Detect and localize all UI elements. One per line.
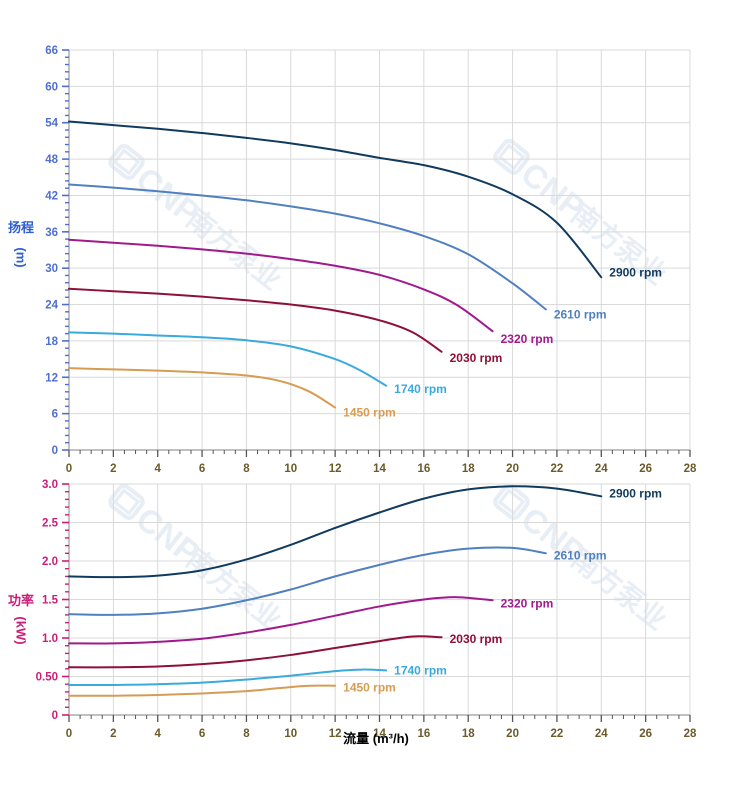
head-flow-chart: CNP 南方泵业 CNP 南方泵业 0 2 4 6 8 10 12 14 16 18 20 22 24 26 28 0… (4, 45, 697, 475)
x-tick-label: 16 (417, 463, 430, 475)
x-tick-label: 28 (684, 463, 697, 475)
x-tick-label: 22 (551, 728, 564, 740)
power-axis-title-unit: (kW) (13, 616, 29, 645)
x-tick-label: 24 (595, 463, 608, 475)
series-label: 2610 rpm (554, 548, 607, 562)
series-curve (68, 485, 603, 579)
x-tick-label: 4 (155, 463, 162, 475)
head-axis-title-cn: 扬程 (7, 220, 34, 235)
x-tick-label: 12 (329, 728, 342, 740)
x-tick-label: 20 (506, 728, 519, 740)
x-tick-label: 4 (155, 728, 162, 740)
series-curve (68, 120, 603, 279)
power-flow-chart: CNP 南方泵业 CNP 南方泵业 0 2 4 6 8 10 12 14 16 18 20 22 24 26 28 0… (0, 470, 752, 760)
y-tick-label: 36 (45, 227, 58, 239)
y-axis-ticks: 0 6 12 18 24 30 36 42 48 54 60 66 (45, 45, 69, 457)
x-tick-label: 8 (243, 728, 250, 740)
head-axis-title: 扬程 (m) (4, 205, 38, 268)
series-label: 1450 rpm (343, 681, 396, 695)
power-axis-title: 功率 (kW) (4, 578, 38, 645)
x-tick-label: 0 (66, 728, 72, 740)
series-label: 2320 rpm (501, 332, 554, 346)
y-tick-label: 66 (45, 45, 58, 57)
y-tick-label: 2.0 (42, 556, 58, 568)
series-curve (68, 287, 443, 353)
x-tick-label: 10 (284, 728, 297, 740)
y-tick-label: 2.5 (42, 518, 59, 530)
series-curve (68, 684, 337, 697)
x-tick-label: 22 (551, 463, 564, 475)
y-tick-label: 1.5 (42, 595, 59, 607)
series-curve (68, 183, 547, 311)
x-tick-label: 0 (66, 463, 72, 475)
series-label: 2030 rpm (450, 632, 503, 646)
x-tick-label: 20 (506, 463, 519, 475)
series-curve (68, 635, 443, 669)
head-axis-title-unit: (m) (13, 247, 29, 268)
x-tick-label: 16 (417, 728, 430, 740)
x-axis-ticks: 0 2 4 6 8 10 12 14 16 18 20 22 24 26 28 (66, 715, 697, 740)
y-tick-label: 0.50 (36, 672, 58, 684)
series-curve (68, 546, 547, 616)
series-curve (68, 367, 337, 409)
x-tick-label: 26 (639, 728, 652, 740)
x-tick-label: 8 (243, 463, 250, 475)
x-tick-label: 14 (373, 463, 386, 475)
series-label: 1450 rpm (343, 406, 396, 420)
series-group: 2900 rpm 2610 rpm 2320 rpm 2030 rpm 1740 rpm… (68, 485, 662, 697)
y-tick-label: 48 (45, 154, 58, 166)
y-tick-label: 18 (45, 336, 58, 348)
y-tick-label: 60 (45, 81, 58, 93)
y-tick-label: 0 (52, 710, 58, 722)
y-tick-label: 0 (52, 445, 58, 457)
x-axis-ticks: 0 2 4 6 8 10 12 14 16 18 20 22 24 26 28 (66, 450, 697, 475)
y-tick-label: 12 (45, 372, 58, 384)
series-curve (68, 331, 388, 387)
series-label: 2900 rpm (609, 265, 662, 279)
series-curve (68, 596, 494, 645)
y-axis-ticks: 0 0.50 1.0 1.5 2.0 2.5 3.0 (36, 479, 69, 722)
x-tick-label: 6 (199, 728, 205, 740)
y-tick-label: 42 (45, 190, 58, 202)
x-axis-title: 流量 (m³/h) (343, 731, 409, 746)
x-tick-label: 14 (373, 728, 386, 740)
y-tick-label: 6 (52, 409, 58, 421)
series-curve (68, 238, 494, 333)
x-tick-label: 2 (110, 463, 116, 475)
x-tick-label: 2 (110, 728, 116, 740)
gridlines (69, 483, 691, 715)
x-tick-label: 26 (639, 463, 652, 475)
x-tick-label: 18 (462, 463, 475, 475)
series-label: 2320 rpm (501, 596, 554, 610)
y-tick-label: 54 (45, 118, 58, 130)
x-tick-label: 10 (284, 463, 297, 475)
series-curve (68, 668, 388, 687)
series-label: 1740 rpm (394, 663, 447, 677)
series-label: 2900 rpm (609, 486, 662, 500)
x-tick-label: 18 (462, 728, 475, 740)
y-tick-label: 24 (45, 300, 58, 312)
y-tick-label: 3.0 (42, 479, 58, 491)
x-tick-label: 12 (329, 463, 342, 475)
series-label: 2610 rpm (554, 307, 607, 321)
power-axis-title-cn: 功率 (7, 593, 34, 608)
series-label: 1740 rpm (394, 382, 447, 396)
y-tick-label: 1.0 (42, 633, 58, 645)
x-tick-label: 24 (595, 728, 608, 740)
series-label: 2030 rpm (450, 351, 503, 365)
y-tick-label: 30 (45, 263, 58, 275)
x-tick-label: 6 (199, 463, 205, 475)
x-tick-label: 28 (684, 728, 697, 740)
